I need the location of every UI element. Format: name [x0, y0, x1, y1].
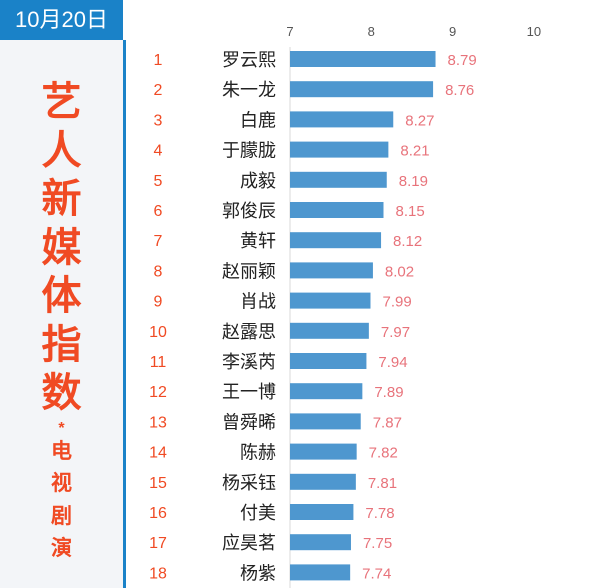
value-label: 7.82 — [369, 445, 398, 462]
category-label: 曾舜晞 — [222, 412, 276, 432]
category-label: 赵丽颖 — [222, 261, 276, 281]
subtitle-char: 电 — [51, 439, 72, 463]
bar — [290, 443, 357, 460]
bar — [290, 473, 356, 490]
bar — [290, 262, 373, 279]
rank-label: 11 — [150, 354, 167, 371]
x-tick-label: 9 — [449, 24, 456, 39]
bar — [290, 81, 434, 98]
title-char: 人 — [41, 128, 82, 173]
rank-label: 8 — [154, 263, 163, 280]
category-label: 于朦胧 — [222, 141, 276, 161]
rank-label: 7 — [154, 233, 163, 250]
value-label: 8.12 — [393, 233, 422, 250]
x-tick-label: 7 — [286, 24, 293, 39]
bar — [290, 51, 436, 67]
bar — [290, 202, 384, 218]
rank-label: 13 — [149, 414, 167, 431]
bar — [290, 504, 354, 520]
title-char: 媒 — [41, 225, 82, 270]
rank-label: 12 — [149, 384, 167, 401]
panel-divider — [123, 40, 126, 588]
rank-label: 17 — [149, 535, 167, 552]
bar — [290, 353, 367, 369]
subtitle-char: 演 — [51, 537, 72, 560]
value-label: 8.19 — [399, 173, 428, 190]
bar — [290, 383, 363, 400]
category-label: 应昊茗 — [222, 533, 276, 553]
title-char: 体 — [41, 274, 82, 318]
rank-label: 14 — [149, 445, 167, 462]
x-tick-label: 10 — [527, 24, 541, 39]
title-char: 指 — [41, 322, 82, 367]
title-char: 新 — [41, 177, 82, 221]
bar — [290, 292, 371, 309]
bar — [290, 534, 351, 551]
rank-label: 18 — [149, 565, 167, 582]
value-label: 7.75 — [363, 535, 392, 552]
category-label: 朱一龙 — [222, 80, 276, 100]
title-panel: 10月20日 艺 人 新 媒 体 指 数 * 电 视 剧 演 — [0, 0, 123, 588]
value-label: 8.27 — [405, 112, 434, 129]
category-label: 赵露思 — [222, 322, 276, 342]
value-label: 7.94 — [378, 354, 407, 371]
category-label: 白鹿 — [240, 110, 276, 130]
value-label: 8.76 — [445, 82, 474, 99]
rank-label: 10 — [149, 324, 167, 341]
value-label: 7.78 — [365, 505, 394, 522]
value-label: 8.02 — [385, 263, 414, 280]
rank-label: 3 — [154, 112, 163, 129]
category-label: 付美 — [240, 503, 276, 523]
title-char: 数 — [41, 371, 82, 415]
value-label: 7.89 — [374, 384, 403, 401]
bar — [290, 111, 394, 128]
category-label: 罗云熙 — [222, 50, 276, 70]
value-label: 7.81 — [368, 475, 397, 492]
category-label: 陈赫 — [240, 443, 276, 463]
bar — [290, 322, 369, 339]
category-label: 王一博 — [222, 382, 276, 402]
category-label: 黄轩 — [240, 231, 276, 251]
subtitle-char: 剧 — [51, 504, 72, 528]
x-tick-label: 8 — [368, 24, 375, 39]
title-char: 艺 — [41, 80, 82, 124]
value-label: 7.74 — [362, 565, 391, 582]
bar — [290, 564, 351, 581]
bar — [290, 413, 361, 430]
category-label: 肖战 — [240, 292, 276, 312]
bar — [290, 171, 387, 188]
date-badge: 10月20日 — [0, 0, 123, 40]
subtitle-char: 视 — [51, 472, 72, 495]
category-label: 杨紫 — [240, 563, 276, 583]
rank-label: 2 — [154, 82, 163, 99]
category-label: 李溪芮 — [222, 352, 276, 372]
value-label: 8.79 — [448, 52, 477, 69]
category-label: 杨采钰 — [222, 473, 276, 493]
bar — [290, 232, 382, 249]
value-label: 7.87 — [373, 414, 402, 431]
rank-label: 16 — [149, 505, 167, 522]
title-asterisk: * — [58, 419, 65, 437]
rank-label: 5 — [154, 173, 163, 190]
category-label: 成毅 — [240, 171, 276, 191]
rank-label: 1 — [154, 52, 163, 69]
rank-label: 4 — [154, 143, 163, 160]
vertical-title: 艺 人 新 媒 体 指 数 * 电 视 剧 演 — [0, 78, 123, 566]
value-label: 8.15 — [395, 203, 424, 220]
rank-label: 15 — [149, 475, 167, 492]
value-label: 8.21 — [400, 143, 429, 160]
category-label: 郭俊辰 — [222, 201, 276, 221]
value-label: 7.99 — [382, 294, 411, 311]
bar — [290, 141, 389, 158]
rank-label: 6 — [154, 203, 163, 220]
value-label: 7.97 — [381, 324, 410, 341]
rank-label: 9 — [154, 294, 163, 311]
